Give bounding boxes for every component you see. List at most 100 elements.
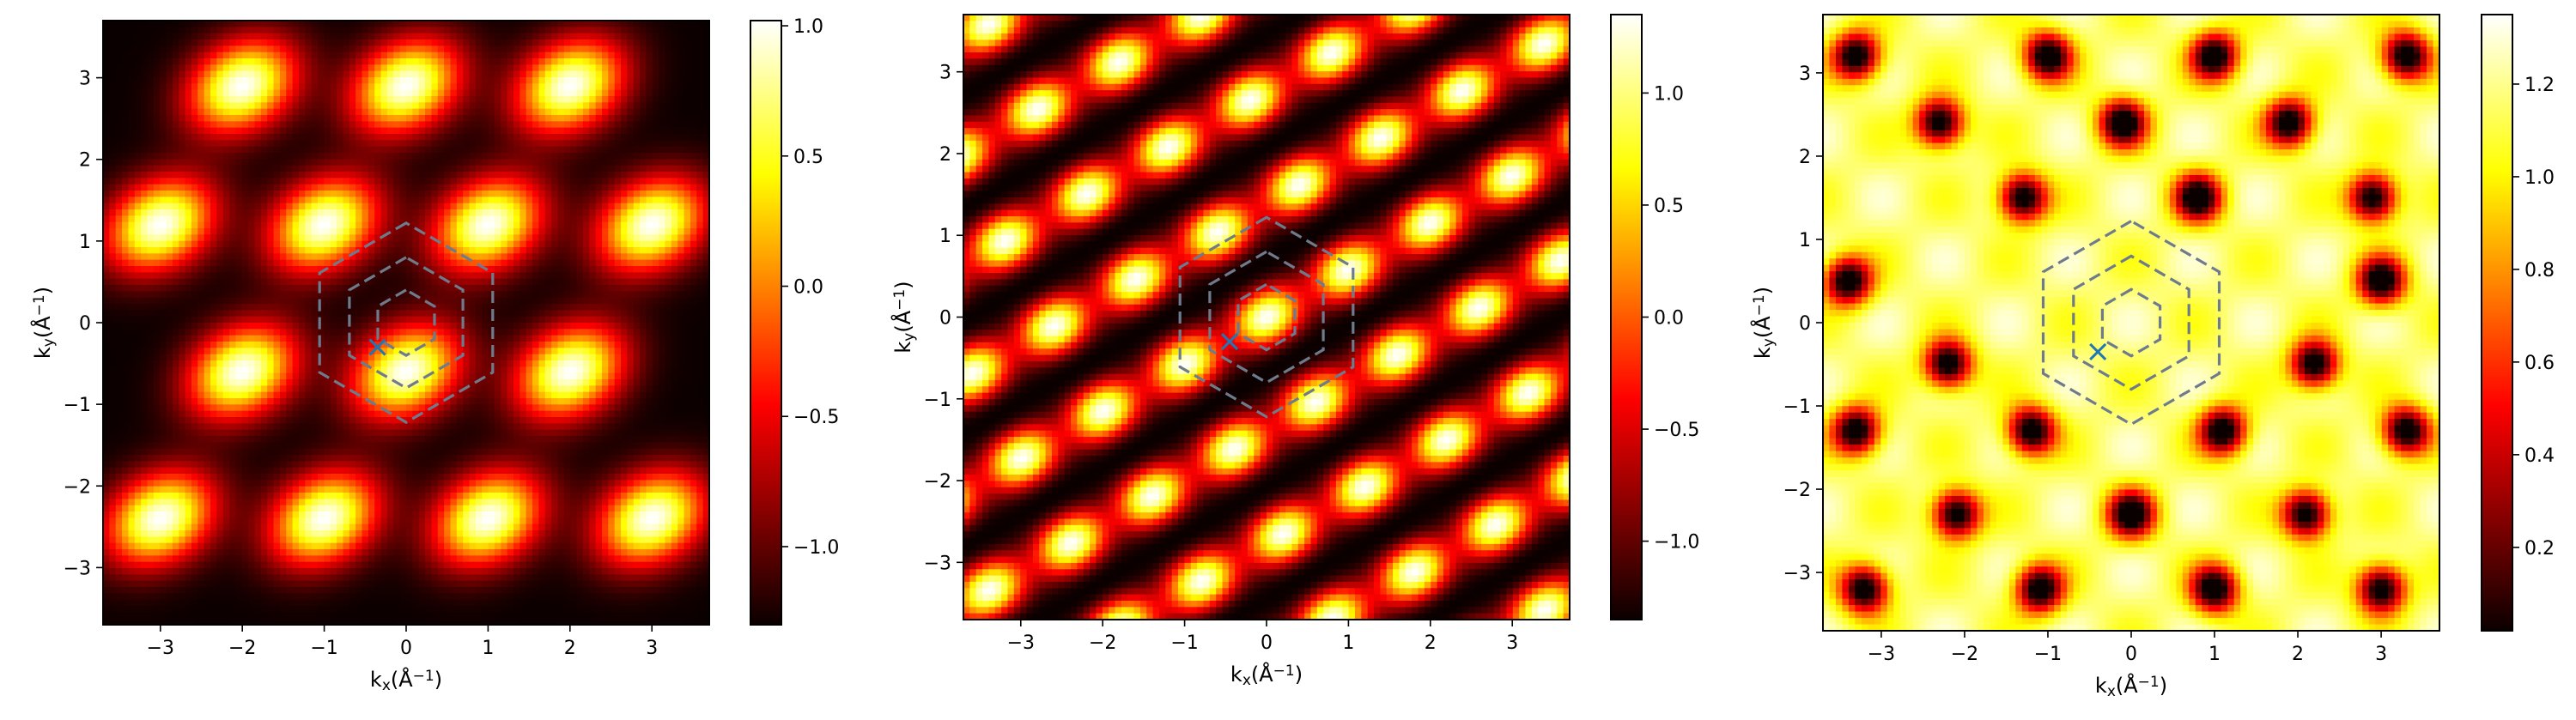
heatmap-cell	[153, 410, 161, 418]
heatmap-cell	[210, 461, 217, 469]
heatmap-cell	[279, 423, 287, 431]
heatmap-cell	[318, 146, 325, 154]
heatmap-cell	[425, 606, 433, 613]
heatmap-cell	[355, 197, 363, 204]
heatmap-cell	[229, 323, 237, 330]
heatmap-cell	[109, 240, 117, 248]
heatmap-cell	[153, 335, 161, 342]
heatmap-cell	[286, 593, 294, 601]
heatmap-cell	[311, 178, 319, 185]
heatmap-cell	[279, 178, 287, 185]
heatmap-cell	[204, 259, 211, 267]
heatmap-cell	[273, 555, 281, 563]
heatmap-cell	[412, 64, 420, 72]
heatmap-cell	[185, 172, 192, 178]
heatmap-cell	[204, 448, 211, 456]
heatmap-cell	[222, 354, 230, 361]
heatmap-cell	[128, 96, 136, 103]
heatmap-cell	[210, 366, 217, 374]
heatmap-cell	[185, 89, 192, 97]
heatmap-cell	[406, 121, 413, 129]
heatmap-cell	[368, 45, 375, 53]
heatmap-cell	[374, 178, 382, 185]
heatmap-cell	[235, 530, 243, 537]
heatmap-cell	[418, 599, 426, 607]
heatmap-cell	[260, 272, 268, 280]
heatmap-cell	[103, 429, 110, 437]
heatmap-cell	[179, 153, 186, 160]
heatmap-cell	[286, 555, 294, 563]
heatmap-cell	[204, 348, 211, 355]
heatmap-cell	[147, 417, 155, 424]
heatmap-cell	[185, 404, 192, 412]
heatmap-cell	[172, 310, 179, 318]
heatmap-cell	[337, 209, 344, 216]
heatmap-cell	[361, 486, 369, 493]
heatmap-cell	[324, 272, 331, 280]
heatmap-cell	[368, 410, 375, 418]
heatmap-cell	[418, 612, 426, 620]
heatmap-cell	[343, 442, 350, 450]
heatmap-cell	[406, 134, 413, 141]
heatmap-cell	[380, 523, 388, 531]
heatmap-cell	[305, 58, 313, 65]
heatmap-cell	[191, 89, 198, 97]
heatmap-cell	[179, 228, 186, 235]
heatmap-cell	[172, 410, 179, 418]
heatmap-cell	[286, 247, 294, 254]
heatmap-cell	[235, 606, 243, 613]
heatmap-cell	[109, 379, 117, 386]
heatmap-cell	[273, 448, 281, 456]
heatmap-cell	[305, 366, 313, 374]
heatmap-cell	[343, 266, 350, 273]
heatmap-cell	[292, 146, 300, 154]
heatmap-cell	[210, 89, 217, 97]
heatmap-cell	[393, 285, 401, 292]
heatmap-cell	[412, 127, 420, 135]
heatmap-cell	[115, 379, 123, 386]
heatmap-cell	[147, 83, 155, 91]
heatmap-cell	[374, 530, 382, 537]
heatmap-cell	[330, 391, 337, 399]
heatmap-cell	[210, 536, 217, 544]
heatmap-cell	[185, 215, 192, 223]
heatmap-cell	[210, 606, 217, 613]
heatmap-cell	[185, 549, 192, 556]
heatmap-cell	[412, 323, 420, 330]
heatmap-cell	[160, 45, 167, 53]
heatmap-cell	[185, 587, 192, 594]
heatmap-cell	[103, 486, 110, 493]
heatmap-cell	[374, 77, 382, 84]
heatmap-cell	[273, 102, 281, 110]
heatmap-cell	[166, 385, 173, 393]
heatmap-cell	[399, 549, 407, 556]
heatmap-cell	[122, 21, 130, 27]
heatmap-cell	[141, 555, 149, 563]
heatmap-cell	[210, 153, 217, 160]
heatmap-cell	[185, 96, 192, 103]
heatmap-cell	[393, 523, 401, 531]
heatmap-cell	[311, 360, 319, 367]
heatmap-cell	[337, 335, 344, 342]
heatmap-cell	[393, 253, 401, 261]
heatmap-cell	[109, 442, 117, 450]
heatmap-cell	[204, 108, 211, 116]
heatmap-cell	[355, 272, 363, 280]
heatmap-cell	[210, 108, 217, 116]
heatmap-cell	[241, 83, 249, 91]
heatmap-cell	[343, 417, 350, 424]
heatmap-cell	[222, 197, 230, 204]
heatmap-cell	[311, 398, 319, 405]
heatmap-cell	[254, 448, 262, 456]
heatmap-cell	[374, 461, 382, 469]
heatmap-cell	[292, 70, 300, 78]
heatmap-cell	[109, 499, 117, 506]
heatmap-cell	[305, 221, 313, 229]
heatmap-cell	[286, 45, 294, 53]
heatmap-cell	[349, 480, 356, 487]
heatmap-cell	[305, 39, 313, 46]
heatmap-cell	[103, 455, 110, 462]
heatmap-cell	[386, 45, 394, 53]
heatmap-cell	[260, 461, 268, 469]
heatmap-cell	[380, 360, 388, 367]
